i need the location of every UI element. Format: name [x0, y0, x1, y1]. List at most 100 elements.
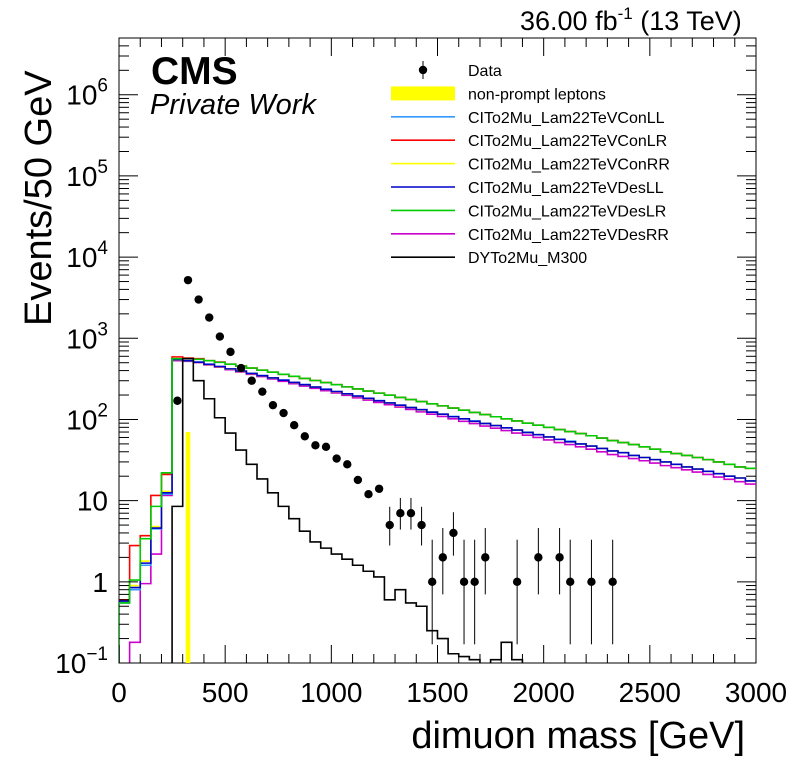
x-tick-label: 2000 [513, 677, 575, 708]
data-marker [332, 454, 341, 463]
y-tick-label: 102 [66, 400, 108, 435]
data-point [481, 528, 490, 595]
data-point [587, 539, 596, 645]
luminosity-label: 36.00 fb-1 (13 TeV) [520, 4, 742, 36]
y-tick-label: 10−1 [55, 644, 108, 679]
data-point [555, 528, 564, 595]
data-marker [311, 441, 320, 450]
data-point [194, 295, 203, 304]
data-marker [289, 420, 299, 430]
data-point [289, 420, 299, 430]
data-point [300, 432, 309, 441]
legend: Data non-prompt leptons CITo2Mu_Lam22TeVCo… [391, 61, 670, 267]
legend-label: DYTo2Mu_M300 [468, 250, 587, 267]
data-points-layer [173, 275, 617, 645]
data-point [438, 528, 448, 595]
data-point [608, 539, 617, 645]
data-point [321, 442, 331, 452]
data-point [183, 275, 193, 285]
data-marker [236, 363, 246, 373]
histogram-layer [119, 356, 756, 663]
data-marker [396, 509, 405, 518]
data-marker [566, 577, 575, 587]
data-point [279, 408, 288, 418]
x-tick-label: 1500 [406, 677, 468, 708]
data-marker [459, 577, 469, 587]
data-marker [226, 347, 235, 357]
data-point [470, 539, 479, 645]
data-marker [406, 509, 416, 518]
data-marker [512, 577, 522, 587]
data-point [364, 490, 373, 499]
data-point [173, 396, 182, 405]
x-tick-label: 2500 [619, 677, 681, 708]
nonprompt-bar [185, 432, 191, 663]
data-point [311, 441, 320, 450]
legend-label: CITo2Mu_Lam22TeVConLL [468, 110, 665, 127]
data-marker [449, 528, 458, 538]
y-axis-title: Events/50 GeV [18, 70, 60, 326]
data-marker [173, 396, 182, 405]
x-tick-label: 0 [111, 677, 127, 708]
data-marker [417, 520, 426, 530]
data-marker [247, 376, 256, 385]
data-point [343, 460, 352, 469]
data-marker [183, 275, 193, 285]
axes-layer: 0 500 1000 1500 2000 2500 3000 10−1 1 10 102 103 104… [55, 37, 787, 708]
legend-nonprompt-swatch [391, 86, 455, 101]
data-point [268, 400, 278, 410]
x-tick-label: 1000 [300, 677, 362, 708]
data-point [427, 539, 437, 645]
legend-label: CITo2Mu_Lam22TeVDesLL [468, 180, 664, 197]
legend-label: Data [468, 63, 502, 80]
data-point [406, 497, 416, 530]
data-marker [353, 475, 363, 485]
series-DesLR-line [119, 357, 756, 663]
legend-entry: CITo2Mu_Lam22TeVDesRR [391, 227, 669, 244]
y-tick-label: 1 [92, 567, 108, 598]
legend-entry: non-prompt leptons [391, 86, 606, 103]
data-point [215, 332, 225, 341]
legend-data-marker [418, 65, 428, 75]
data-marker [608, 577, 617, 587]
data-marker [555, 553, 564, 562]
y-tick-label: 106 [66, 76, 108, 111]
legend-entry: DYTo2Mu_M300 [391, 250, 587, 267]
data-marker [374, 484, 384, 493]
legend-label: CITo2Mu_Lam22TeVDesLR [468, 203, 666, 220]
data-point [374, 484, 384, 493]
legend-label: CITo2Mu_Lam22TeVDesRR [468, 227, 669, 244]
nonprompt-fill-layer [185, 432, 191, 663]
data-point [512, 539, 522, 645]
legend-label: CITo2Mu_Lam22TeVConLR [468, 133, 667, 150]
data-marker [427, 577, 437, 587]
data-marker [364, 490, 373, 499]
legend-entry: Data [418, 61, 502, 80]
series-DesLL-line [119, 358, 756, 663]
data-point [226, 347, 235, 357]
x-axis-title: dimuon mass [GeV] [411, 715, 745, 757]
data-marker [481, 553, 490, 562]
data-marker [385, 520, 394, 530]
legend-entry: CITo2Mu_Lam22TeVDesLR [391, 203, 666, 220]
legend-entry: CITo2Mu_Lam22TeVDesLL [391, 180, 664, 197]
data-marker [438, 553, 448, 562]
data-marker [215, 332, 225, 341]
data-point [534, 528, 543, 595]
y-tick-label: 10 [77, 486, 108, 517]
x-tick-label: 500 [202, 677, 249, 708]
data-point [205, 313, 214, 322]
data-marker [300, 432, 309, 441]
data-point [353, 475, 363, 485]
cms-label: CMS [151, 50, 238, 93]
legend-entry: CITo2Mu_Lam22TeVConLR [391, 133, 667, 150]
data-marker [279, 408, 288, 418]
data-point [236, 363, 246, 373]
data-point [566, 539, 575, 645]
data-marker [268, 400, 278, 410]
data-marker [205, 313, 214, 322]
plot-frame [118, 37, 757, 664]
data-point [449, 512, 458, 556]
data-point [459, 539, 469, 645]
